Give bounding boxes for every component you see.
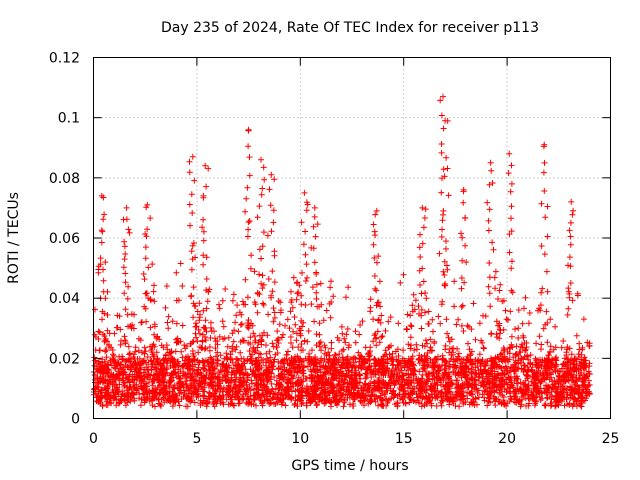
y-tick-label: 0 [71,412,80,428]
roti-point-marks [90,93,593,410]
x-tick-label: 0 [89,431,98,447]
chart-title: Day 235 of 2024, Rate Of TEC Index for r… [161,20,539,36]
x-tick-label: 5 [192,431,201,447]
x-axis-label: GPS time / hours [291,458,408,474]
data-points [90,93,593,410]
x-tick-label: 15 [395,431,413,447]
y-tick-label: 0.1 [58,111,80,127]
y-axis-label: ROTI / TECUs [6,192,22,284]
x-tick-label: 25 [602,431,620,447]
y-tick-label: 0.12 [49,51,80,67]
x-tick-label: 20 [498,431,516,447]
y-tick-label: 0.02 [49,351,80,367]
y-tick-label: 0.06 [49,231,80,247]
axis-ticks: 0 5 10 15 20 25 0 0.02 0.04 0.06 0.08 0.1 0.12 [49,51,620,448]
y-tick-label: 0.08 [49,171,80,187]
x-tick-label: 10 [291,431,309,447]
y-tick-label: 0.04 [49,291,80,307]
